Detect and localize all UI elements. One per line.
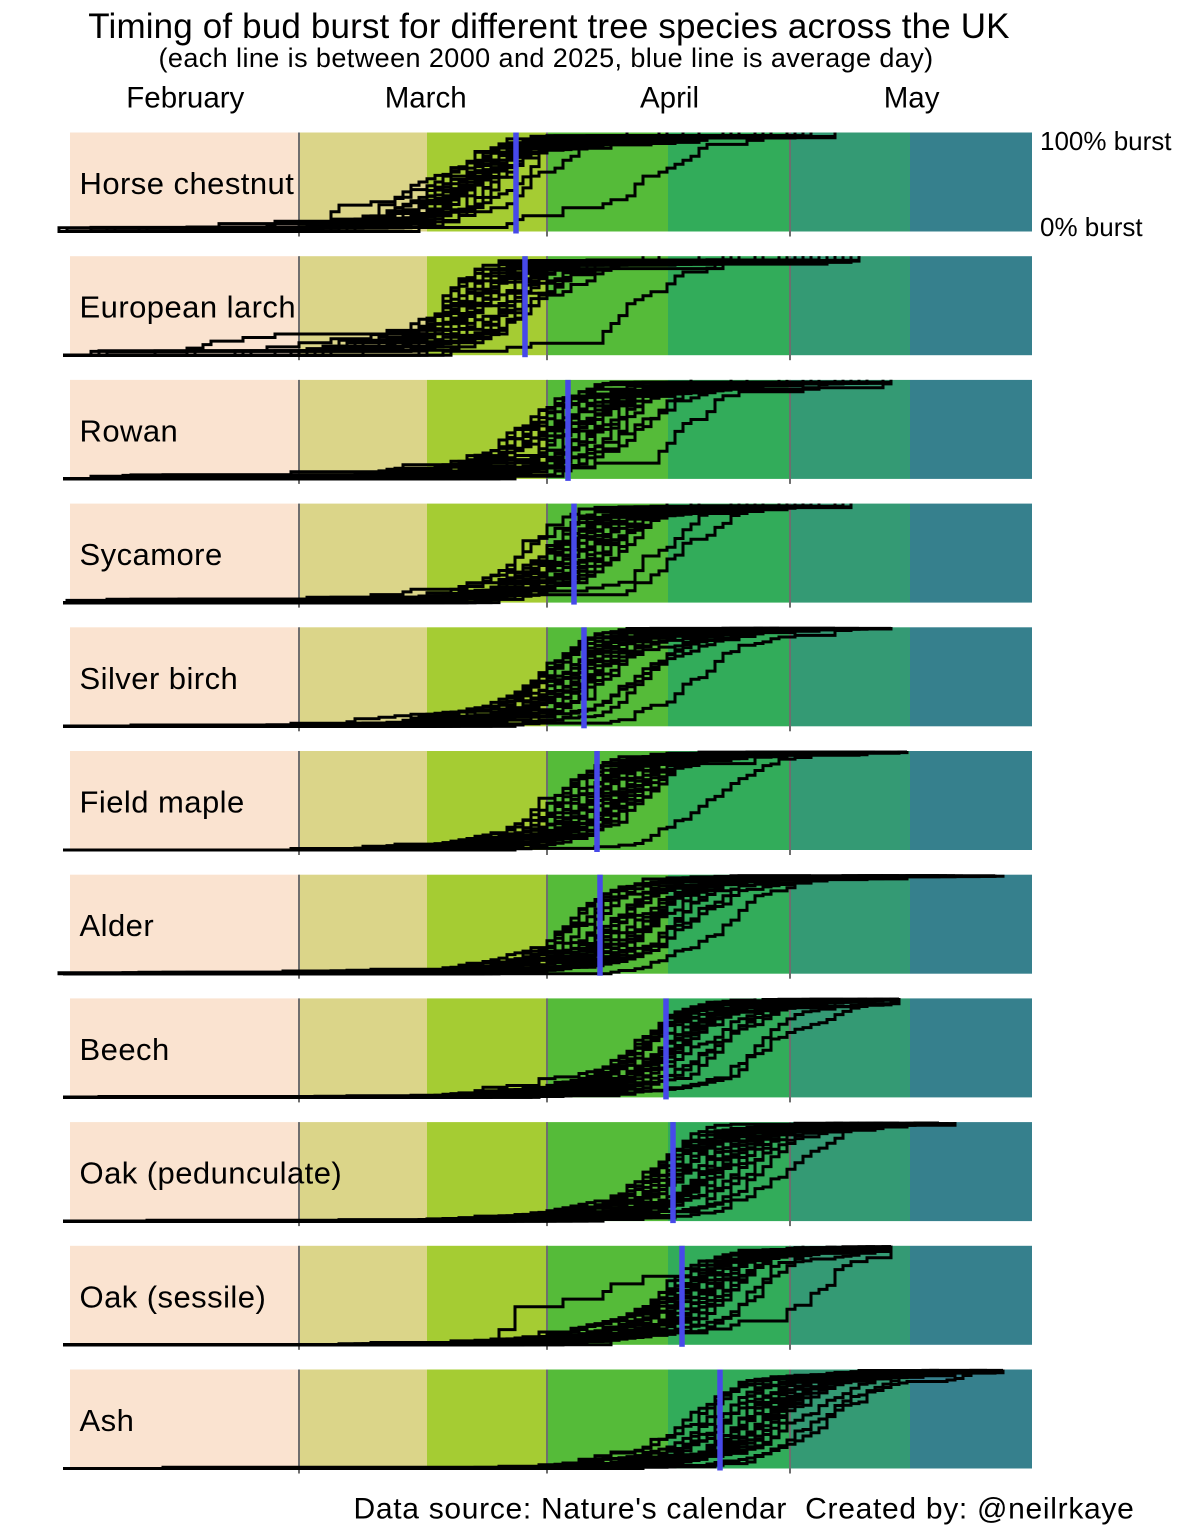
svg-text:0% burst: 0% burst: [1040, 212, 1143, 242]
svg-text:Beech: Beech: [80, 1032, 170, 1067]
svg-text:March: March: [385, 82, 467, 115]
svg-text:(each line is between 2000 and: (each line is between 2000 and 2025, blu…: [158, 43, 933, 73]
svg-text:May: May: [884, 82, 940, 115]
svg-text:Oak (sessile): Oak (sessile): [80, 1279, 267, 1314]
svg-text:Field maple: Field maple: [80, 785, 245, 820]
svg-text:Ash: Ash: [80, 1403, 135, 1438]
svg-text:Data source: Nature's calendar: Data source: Nature's calendar Created b…: [353, 1493, 1134, 1526]
svg-text:Horse chestnut: Horse chestnut: [80, 166, 295, 201]
svg-text:European larch: European larch: [80, 290, 297, 325]
svg-text:Oak (pedunculate): Oak (pedunculate): [80, 1156, 343, 1191]
svg-text:Timing of bud burst for differ: Timing of bud burst for different tree s…: [88, 7, 1009, 46]
svg-text:April: April: [640, 82, 699, 115]
svg-text:February: February: [126, 82, 244, 115]
svg-text:100% burst: 100% burst: [1040, 126, 1172, 156]
svg-text:Rowan: Rowan: [80, 413, 179, 448]
svg-text:Sycamore: Sycamore: [80, 537, 223, 572]
svg-text:Alder: Alder: [80, 908, 155, 943]
svg-text:Silver birch: Silver birch: [80, 661, 239, 696]
